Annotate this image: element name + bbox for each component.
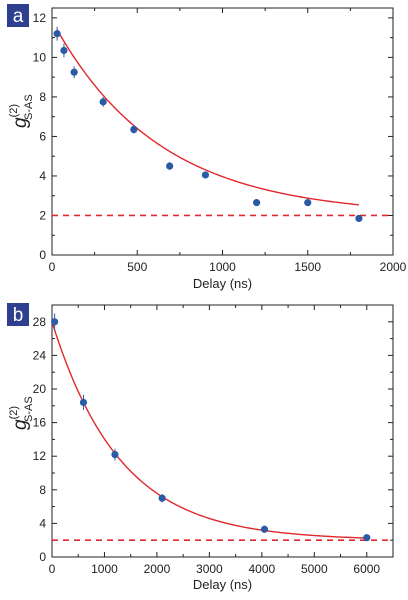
y-tick-label: 8 (39, 483, 46, 497)
panel-label-box (7, 303, 29, 326)
data-point (111, 450, 119, 459)
y-axis-title: g(2) S-AS (8, 396, 35, 430)
x-tick-label: 500 (127, 260, 147, 274)
y-tick-label: 4 (39, 516, 46, 530)
data-point (53, 30, 61, 38)
y-axis-title: g(2) S-AS (8, 94, 35, 128)
y-axis-title-symbol: g (10, 117, 31, 128)
x-tick-label: 1000 (91, 562, 118, 576)
x-tick-label: 3000 (196, 562, 223, 576)
x-axis-title: Delay (ns) (193, 276, 252, 291)
y-axis-title-superscript: (2) (8, 104, 20, 117)
data-point (166, 162, 174, 170)
y-tick-label: 10 (33, 50, 47, 64)
chart-panel-b: 0 4 8 12 16 20 24 28 0 1000 2000 3000 4000 5000 6000 De… (7, 303, 394, 592)
panel-label-text: a (13, 6, 24, 27)
y-tick-label: 12 (33, 449, 47, 463)
data-point (363, 534, 371, 542)
plot-frame (51, 7, 394, 256)
fit-curve (56, 29, 359, 206)
data-point (99, 98, 107, 106)
x-tick-label: 1500 (294, 260, 321, 274)
y-axis-title-subscript: S-AS (23, 94, 35, 120)
data-point (201, 171, 210, 179)
y-tick-label: 4 (39, 169, 46, 183)
data-point (79, 398, 88, 407)
data-point (355, 214, 363, 223)
y-tick-label: 28 (33, 315, 47, 329)
y-axis-title-superscript: (2) (8, 406, 20, 419)
panel-label: a (7, 4, 29, 27)
data-point (130, 125, 138, 134)
y-tick-label: 0 (39, 248, 46, 262)
y-tick-label: 16 (33, 416, 47, 430)
y-tick-label: 8 (39, 90, 46, 104)
x-tick-label: 0 (49, 260, 56, 274)
data-point (253, 199, 261, 207)
x-tick-label: 5000 (301, 562, 328, 576)
panel-label-box (7, 4, 29, 27)
y-axis-title-symbol: g (10, 419, 31, 430)
panel-label: b (7, 303, 29, 326)
chart-panel-a: 0 2 4 6 8 10 12 0 500 1000 1500 2000 Delay (ns) g(2) S… (7, 4, 407, 291)
y-tick-label: 6 (39, 129, 46, 143)
y-tick-label: 12 (33, 11, 47, 25)
y-tick-label: 24 (33, 348, 47, 362)
data-point (51, 318, 59, 326)
data-point (158, 494, 166, 502)
data-point (304, 199, 312, 207)
data-point (70, 68, 78, 76)
x-tick-label: 1000 (209, 260, 236, 274)
x-tick-label: 2000 (380, 260, 407, 274)
y-tick-label: 20 (33, 382, 47, 396)
data-point (60, 46, 68, 55)
y-axis-title-subscript: S-AS (23, 396, 35, 422)
y-tick-label: 2 (39, 208, 46, 222)
fit-curve (51, 321, 367, 539)
plot-frame (51, 304, 394, 558)
x-axis-title: Delay (ns) (193, 577, 252, 592)
x-tick-label: 4000 (248, 562, 275, 576)
data-point (260, 525, 269, 533)
x-tick-label: 6000 (353, 562, 380, 576)
panel-label-text: b (13, 305, 24, 326)
x-tick-label: 0 (49, 562, 56, 576)
x-tick-label: 2000 (144, 562, 171, 576)
y-tick-label: 0 (39, 550, 46, 564)
